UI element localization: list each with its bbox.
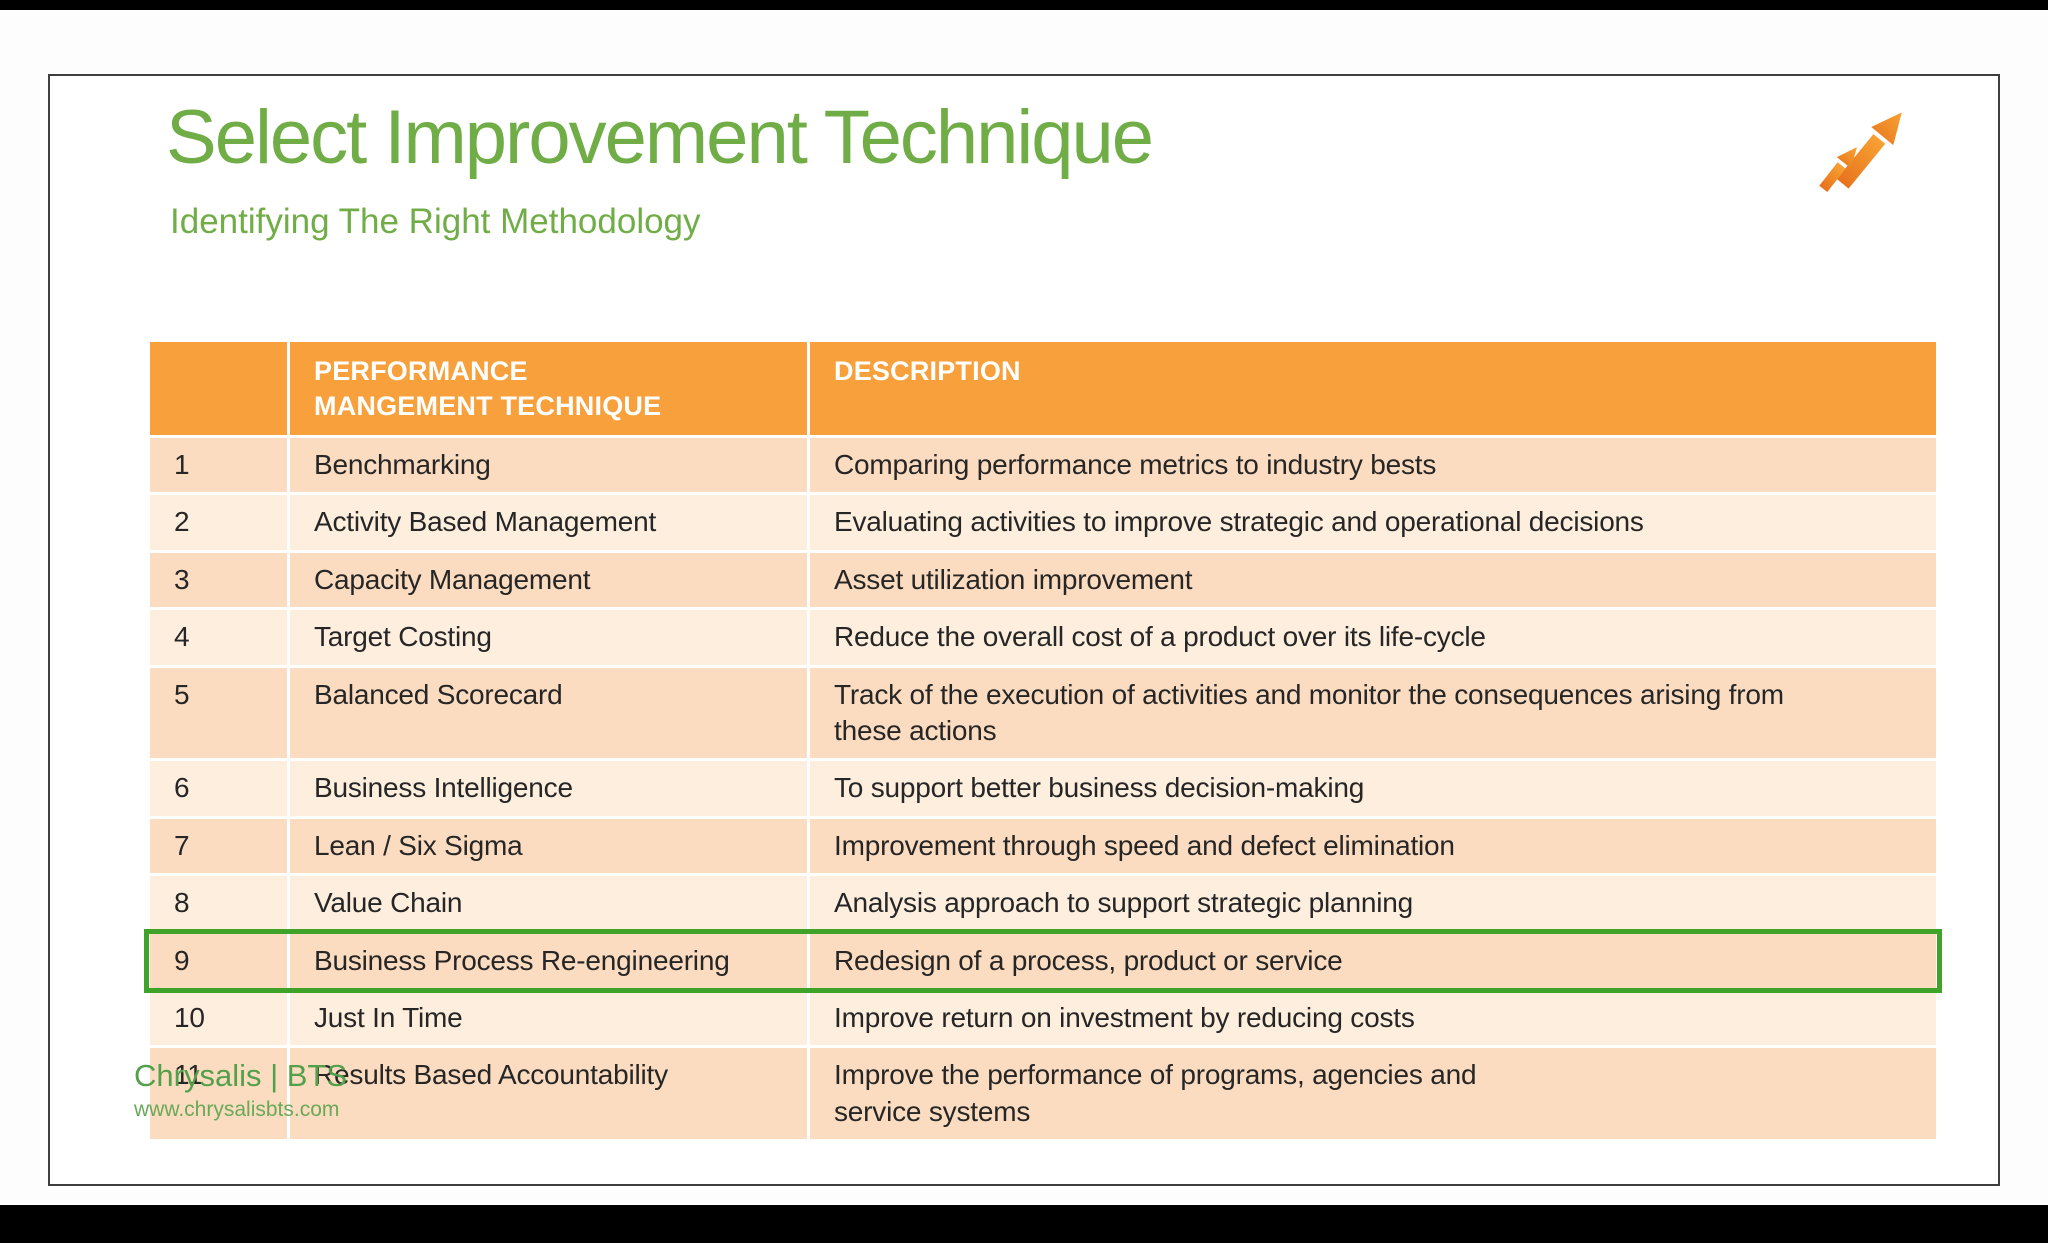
table-row: 2 Activity Based Management Evaluating a… (150, 495, 1936, 553)
row-number: 5 (150, 667, 290, 759)
techniques-table: PERFORMANCE MANGEMENT TECHNIQUE DESCRIPT… (144, 342, 1942, 1140)
brand-name: Chrysalis | BTS (134, 1058, 348, 1093)
table-row-highlighted: 9 Business Process Re-engineering Redesi… (144, 928, 1942, 994)
top-black-bar (0, 0, 2048, 10)
row-number: 1 (150, 438, 290, 493)
technique-cell: Capacity Management (290, 552, 810, 608)
technique-cell: Just In Time (290, 991, 810, 1046)
technique-cell: Results Based Accountability (290, 1048, 810, 1140)
row-number: 11 (150, 1048, 290, 1140)
row-number: 10 (150, 991, 290, 1046)
row-number: 3 (150, 552, 290, 608)
bottom-black-bar (0, 1205, 2048, 1243)
row-number: 4 (150, 610, 290, 665)
table-row: 7 Lean / Six Sigma Improvement through s… (150, 818, 1936, 877)
row-number: 7 (150, 818, 290, 874)
description-cell: Improve the performance of programs, age… (810, 1048, 1936, 1140)
table-row: 4 Target Costing Reduce the overall cost… (150, 610, 1936, 668)
table-row: 11 Results Based Accountability Improve … (150, 1048, 1936, 1140)
description-cell: Asset utilization improvement (810, 552, 1936, 608)
technique-cell: Activity Based Management (290, 495, 810, 550)
description-cell: To support better business decision-maki… (810, 761, 1936, 816)
table-row: 1 Benchmarking Comparing performance met… (150, 438, 1936, 496)
description-cell: Track of the execution of activities and… (810, 667, 1936, 759)
technique-cell: Value Chain (290, 876, 810, 931)
table-row: 6 Business Intelligence To support bette… (150, 761, 1936, 819)
description-cell: Evaluating activities to improve strateg… (810, 495, 1936, 550)
page-subtitle: Identifying The Right Methodology (170, 202, 701, 241)
table-row: 10 Just In Time Improve return on invest… (150, 991, 1936, 1049)
table-row: 8 Value Chain Analysis approach to suppo… (150, 876, 1936, 934)
description-cell: Analysis approach to support strategic p… (810, 876, 1936, 931)
description-cell: Improvement through speed and defect eli… (810, 818, 1936, 874)
number-column-header (150, 342, 290, 436)
technique-cell: Business Intelligence (290, 761, 810, 816)
slide: Select Improvement Technique Identifying… (48, 74, 2000, 1186)
technique-column-header: PERFORMANCE MANGEMENT TECHNIQUE (290, 342, 810, 436)
technique-cell: Target Costing (290, 610, 810, 665)
table-row: 3 Capacity Management Asset utilization … (150, 552, 1936, 611)
technique-cell: Balanced Scorecard (290, 667, 810, 759)
row-number: 9 (150, 933, 290, 988)
row-number: 8 (150, 876, 290, 931)
double-arrow-up-right-icon (1808, 90, 1914, 196)
row-number: 6 (150, 761, 290, 816)
technique-cell: Lean / Six Sigma (290, 818, 810, 874)
technique-cell: Business Process Re-engineering (290, 933, 810, 988)
website-url: www.chrysalisbts.com (134, 1098, 340, 1121)
table-header-row: PERFORMANCE MANGEMENT TECHNIQUE DESCRIPT… (150, 342, 1936, 439)
description-cell: Redesign of a process, product or servic… (810, 933, 1936, 988)
footer: Chrysalis | BTS www.chrysalisbts.com (134, 1058, 347, 1122)
description-cell: Improve return on investment by reducing… (810, 991, 1936, 1046)
page-title: Select Improvement Technique (166, 95, 1154, 180)
description-cell: Comparing performance metrics to industr… (810, 438, 1936, 493)
row-number: 2 (150, 495, 290, 550)
table-row: 5 Balanced Scorecard Track of the execut… (150, 667, 1936, 762)
description-cell: Reduce the overall cost of a product ove… (810, 610, 1936, 665)
technique-cell: Benchmarking (290, 438, 810, 493)
description-column-header: DESCRIPTION (810, 342, 1936, 436)
